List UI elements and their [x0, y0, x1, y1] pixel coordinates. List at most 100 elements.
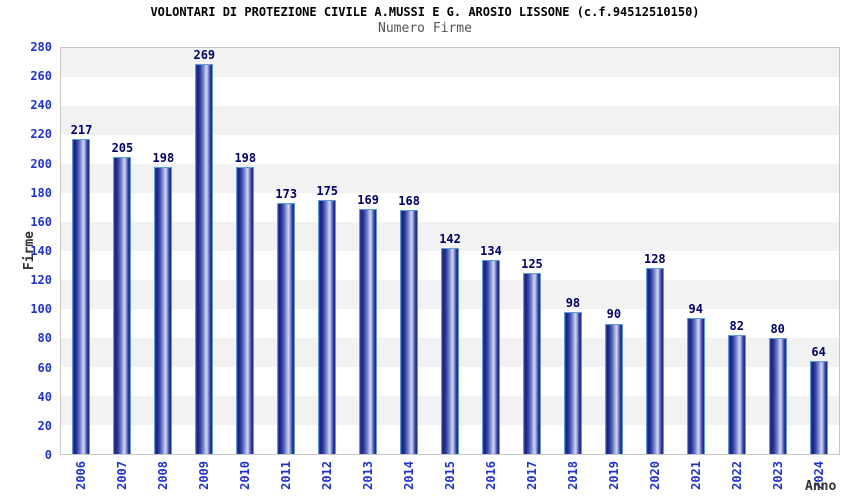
- x-axis-tick-labels: 2006 2007 2008 2009 2010 2011 2012 2013 2014 2015…: [60, 461, 840, 500]
- bar-slot: 175: [307, 48, 348, 454]
- x-tick-label: 2018: [566, 461, 581, 490]
- bar-2021: [686, 317, 705, 454]
- bar-value-label: 94: [688, 301, 703, 316]
- x-tick-slot: 2018: [553, 461, 594, 490]
- y-tick-label: 40: [37, 389, 52, 404]
- y-tick-label: 80: [37, 331, 52, 346]
- bar-2016: [482, 259, 500, 454]
- x-tick-slot: 2019: [594, 461, 635, 490]
- bar-2009: [195, 63, 214, 454]
- y-tick-label: 280: [30, 40, 52, 54]
- bar-value-label: 125: [521, 256, 543, 271]
- bar-slot: 168: [389, 48, 430, 454]
- y-tick-label: 60: [37, 360, 52, 375]
- bar-value-label: 98: [565, 295, 581, 310]
- x-tick-slot: 2006: [60, 461, 101, 490]
- plot-area: 217 205 198 269 198 173 175 169 168 142 134 125 98 90…: [60, 47, 840, 455]
- x-tick-label: 2020: [648, 461, 663, 490]
- grid-band: [61, 48, 839, 77]
- x-tick-label: 2023: [771, 461, 786, 490]
- x-tick-slot: 2013: [347, 461, 388, 490]
- x-tick-label: 2007: [114, 461, 129, 490]
- bar-value-label: 173: [275, 186, 298, 201]
- x-tick-label: 2014: [401, 461, 416, 490]
- bar-slot: 198: [225, 48, 266, 454]
- bar-2018: [563, 311, 582, 454]
- bar-2020: [645, 268, 664, 454]
- y-tick-label: 200: [30, 156, 52, 171]
- bar-2013: [359, 208, 378, 454]
- x-tick-label: 2008: [155, 461, 170, 490]
- y-tick-label: 0: [44, 448, 52, 462]
- bar-2011: [277, 203, 296, 454]
- bar-value-label: 128: [643, 252, 666, 267]
- bar-slot: 94: [675, 48, 716, 454]
- bar-value-label: 142: [439, 231, 461, 246]
- bar-slot: 142: [430, 48, 471, 454]
- x-tick-slot: 2011: [265, 461, 306, 490]
- y-tick-label: 180: [30, 185, 52, 200]
- y-tick-label: 20: [37, 418, 52, 433]
- bar-2024: [809, 361, 828, 454]
- x-tick-slot: 2014: [388, 461, 429, 490]
- bar-value-label: 205: [111, 140, 134, 155]
- bar-2010: [236, 166, 255, 454]
- x-tick-slot: 2008: [142, 461, 183, 490]
- bar-slot: 82: [716, 48, 757, 454]
- bar-slot: 269: [184, 48, 225, 454]
- bar-slot: 98: [552, 48, 593, 454]
- bar-value-label: 64: [811, 345, 826, 360]
- bar-slot: 64: [798, 48, 839, 454]
- x-tick-slot: 2016: [470, 461, 511, 490]
- x-tick-label: 2016: [483, 461, 498, 490]
- x-tick-slot: 2007: [101, 461, 142, 490]
- bar-2007: [113, 156, 132, 454]
- bar-2015: [441, 248, 460, 454]
- bar-value-label: 90: [606, 307, 622, 322]
- bar-slot: 217: [61, 48, 102, 454]
- bar-value-label: 169: [357, 192, 379, 207]
- x-tick-slot: 2021: [676, 461, 717, 490]
- y-tick-label: 100: [30, 302, 52, 317]
- y-tick-label: 240: [30, 98, 52, 113]
- x-tick-slot: 2023: [758, 461, 799, 490]
- y-tick-label: 120: [30, 273, 52, 288]
- bar-2012: [318, 200, 337, 454]
- bar-slot: 134: [471, 48, 512, 454]
- x-tick-label: 2009: [196, 461, 211, 490]
- x-tick-slot: 2017: [512, 461, 553, 490]
- bars-container: 217 205 198 269 198 173 175 169 168 142 134 125 98 90…: [61, 48, 839, 454]
- y-axis-tick-labels: 0 20 40 60 80 100 120 140 160 180 200 220 240 260 280: [0, 41, 52, 461]
- x-tick-label: 2022: [730, 461, 745, 490]
- y-tick-label: 220: [30, 127, 52, 142]
- x-tick-label: 2010: [237, 461, 252, 490]
- bar-2019: [604, 323, 623, 454]
- x-tick-label: 2017: [525, 461, 540, 490]
- chart-subtitle: Numero Firme: [378, 21, 472, 36]
- bar-slot: 173: [266, 48, 307, 454]
- y-tick-label: 140: [30, 244, 52, 258]
- bar-value-label: 80: [770, 321, 785, 336]
- y-tick-label: 260: [30, 69, 52, 84]
- x-tick-label: 2015: [442, 461, 457, 490]
- grid-band: [61, 105, 839, 135]
- x-axis-title: Anno: [805, 479, 837, 494]
- x-tick-slot: 2020: [635, 461, 676, 490]
- bar-2022: [727, 335, 746, 454]
- bar-slot: 90: [593, 48, 634, 454]
- chart-title: VOLONTARI DI PROTEZIONE CIVILE A.MUSSI E…: [150, 5, 700, 19]
- bar-2006: [72, 139, 91, 454]
- x-tick-label: 2013: [360, 461, 375, 490]
- x-tick-slot: 2012: [306, 461, 347, 490]
- x-tick-slot: 2022: [717, 461, 758, 490]
- x-tick-slot: 2015: [429, 461, 470, 490]
- bar-value-label: 198: [234, 150, 257, 165]
- x-tick-label: 2012: [319, 461, 334, 490]
- bar-value-label: 269: [193, 47, 216, 62]
- bar-value-label: 134: [480, 243, 502, 258]
- grid-band: [61, 192, 839, 222]
- bar-slot: 128: [634, 48, 675, 454]
- y-tick-label: 160: [30, 214, 52, 229]
- bar-2017: [522, 272, 541, 454]
- bar-slot: 125: [511, 48, 552, 454]
